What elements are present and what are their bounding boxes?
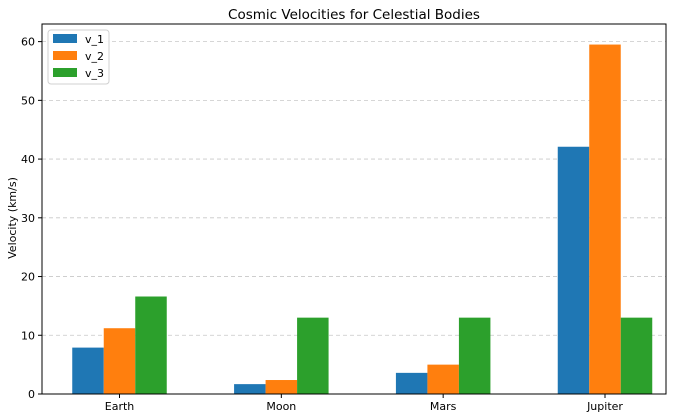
- y-tick-label: 30: [21, 212, 35, 225]
- y-axis-label: Velocity (km/s): [6, 177, 19, 259]
- x-tick-label: Jupiter: [586, 400, 623, 413]
- bar-v2-moon: [265, 380, 298, 394]
- y-tick-label: 50: [21, 94, 35, 107]
- x-axis-ticks: Earth Moon Mars Jupiter: [105, 394, 623, 413]
- x-tick-label: Mars: [430, 400, 457, 413]
- bar-v2-jupiter: [589, 44, 621, 395]
- bar-v2-earth: [103, 328, 136, 394]
- legend: v_1 v_2 v_3: [47, 29, 110, 85]
- chart-title: Cosmic Velocities for Celestial Bodies: [228, 7, 480, 23]
- legend-label: v_3: [85, 67, 104, 80]
- bar-v3-mars: [458, 317, 491, 394]
- legend-label: v_2: [85, 50, 104, 63]
- legend-swatch: [53, 51, 77, 60]
- bar-v1-jupiter: [557, 146, 590, 394]
- y-tick-label: 40: [21, 153, 35, 166]
- y-tick-label: 10: [21, 329, 35, 342]
- y-tick-label: 60: [21, 36, 35, 49]
- bar-v3-earth: [135, 296, 167, 394]
- bar-v1-mars: [395, 372, 428, 394]
- legend-label: v_1: [85, 33, 104, 46]
- y-tick-label: 20: [21, 271, 35, 284]
- bars: [72, 44, 653, 395]
- bar-v3-jupiter: [620, 317, 653, 394]
- bar-v2-mars: [427, 364, 459, 394]
- legend-swatch: [53, 34, 77, 43]
- bar-v1-moon: [234, 384, 266, 394]
- bar-v3-moon: [297, 317, 329, 394]
- x-tick-label: Moon: [266, 400, 296, 413]
- y-tick-label: 0: [28, 388, 35, 401]
- legend-swatch: [53, 68, 77, 77]
- y-axis-ticks: 0 10 20 30 40 50 60: [21, 36, 42, 401]
- bar-v1-earth: [72, 347, 104, 394]
- plot-frame: [41, 23, 667, 395]
- x-tick-label: Earth: [105, 400, 135, 413]
